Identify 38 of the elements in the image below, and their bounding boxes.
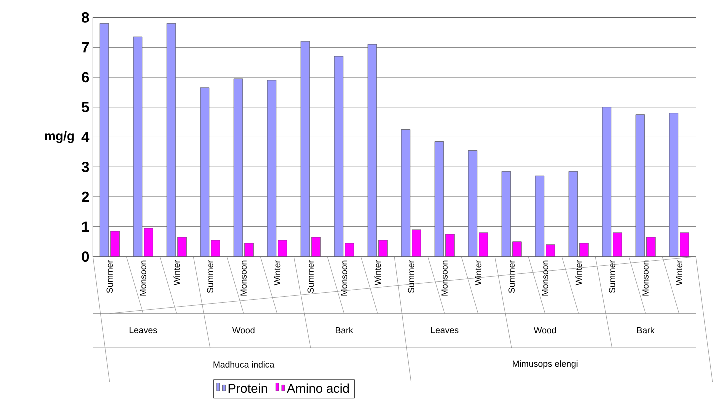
x-tick-label: Winter (174, 260, 180, 286)
x-tick-label: Winter (576, 260, 582, 286)
x-tick-label: Winter (374, 260, 382, 286)
legend-label: Protein (228, 384, 268, 394)
x-tick-label: Winter (274, 260, 281, 286)
x-tick-label: Monsoon (341, 260, 348, 296)
x-tick-label: Summer (106, 260, 114, 294)
text: Bark (336, 327, 354, 334)
x-tick-label: Summer (308, 260, 314, 294)
y-tick-label: 0 (82, 252, 90, 262)
y-axis-title: mg/g (45, 131, 74, 144)
x-tick-label: Summer (609, 260, 616, 294)
text: Bark (638, 327, 655, 334)
text: Madhuca indica (214, 361, 275, 368)
x-tick-label: Monsoon (442, 260, 448, 296)
y-tick-label: 6 (82, 72, 90, 83)
x-tick-label: Summer (207, 260, 214, 294)
text: Leaves (130, 327, 158, 334)
y-tick-label: 5 (82, 102, 90, 112)
text: Wood (232, 327, 255, 334)
x-tick-label: Summer (508, 260, 515, 294)
x-tick-label: Monsoon (140, 260, 146, 296)
x-tick-label: Winter (475, 260, 482, 286)
x-tick-label: Winter (676, 260, 683, 286)
text: Leaves (431, 327, 459, 334)
text: Mimusops elengi (513, 360, 578, 369)
text: Wood (534, 327, 556, 334)
legend-label: Amino acid (287, 384, 350, 394)
y-tick-label: 4 (82, 132, 90, 142)
x-tick-label: Summer (408, 260, 414, 294)
y-tick-label: 3 (82, 162, 90, 172)
y-tick-label: 7 (82, 42, 90, 53)
y-tick-label: 2 (82, 192, 90, 202)
x-tick-label: Monsoon (542, 260, 548, 296)
x-tick-label: Monsoon (240, 260, 247, 296)
y-tick-label: 1 (82, 222, 90, 232)
y-tick-label: 8 (82, 12, 90, 23)
x-tick-label: Monsoon (642, 260, 649, 296)
